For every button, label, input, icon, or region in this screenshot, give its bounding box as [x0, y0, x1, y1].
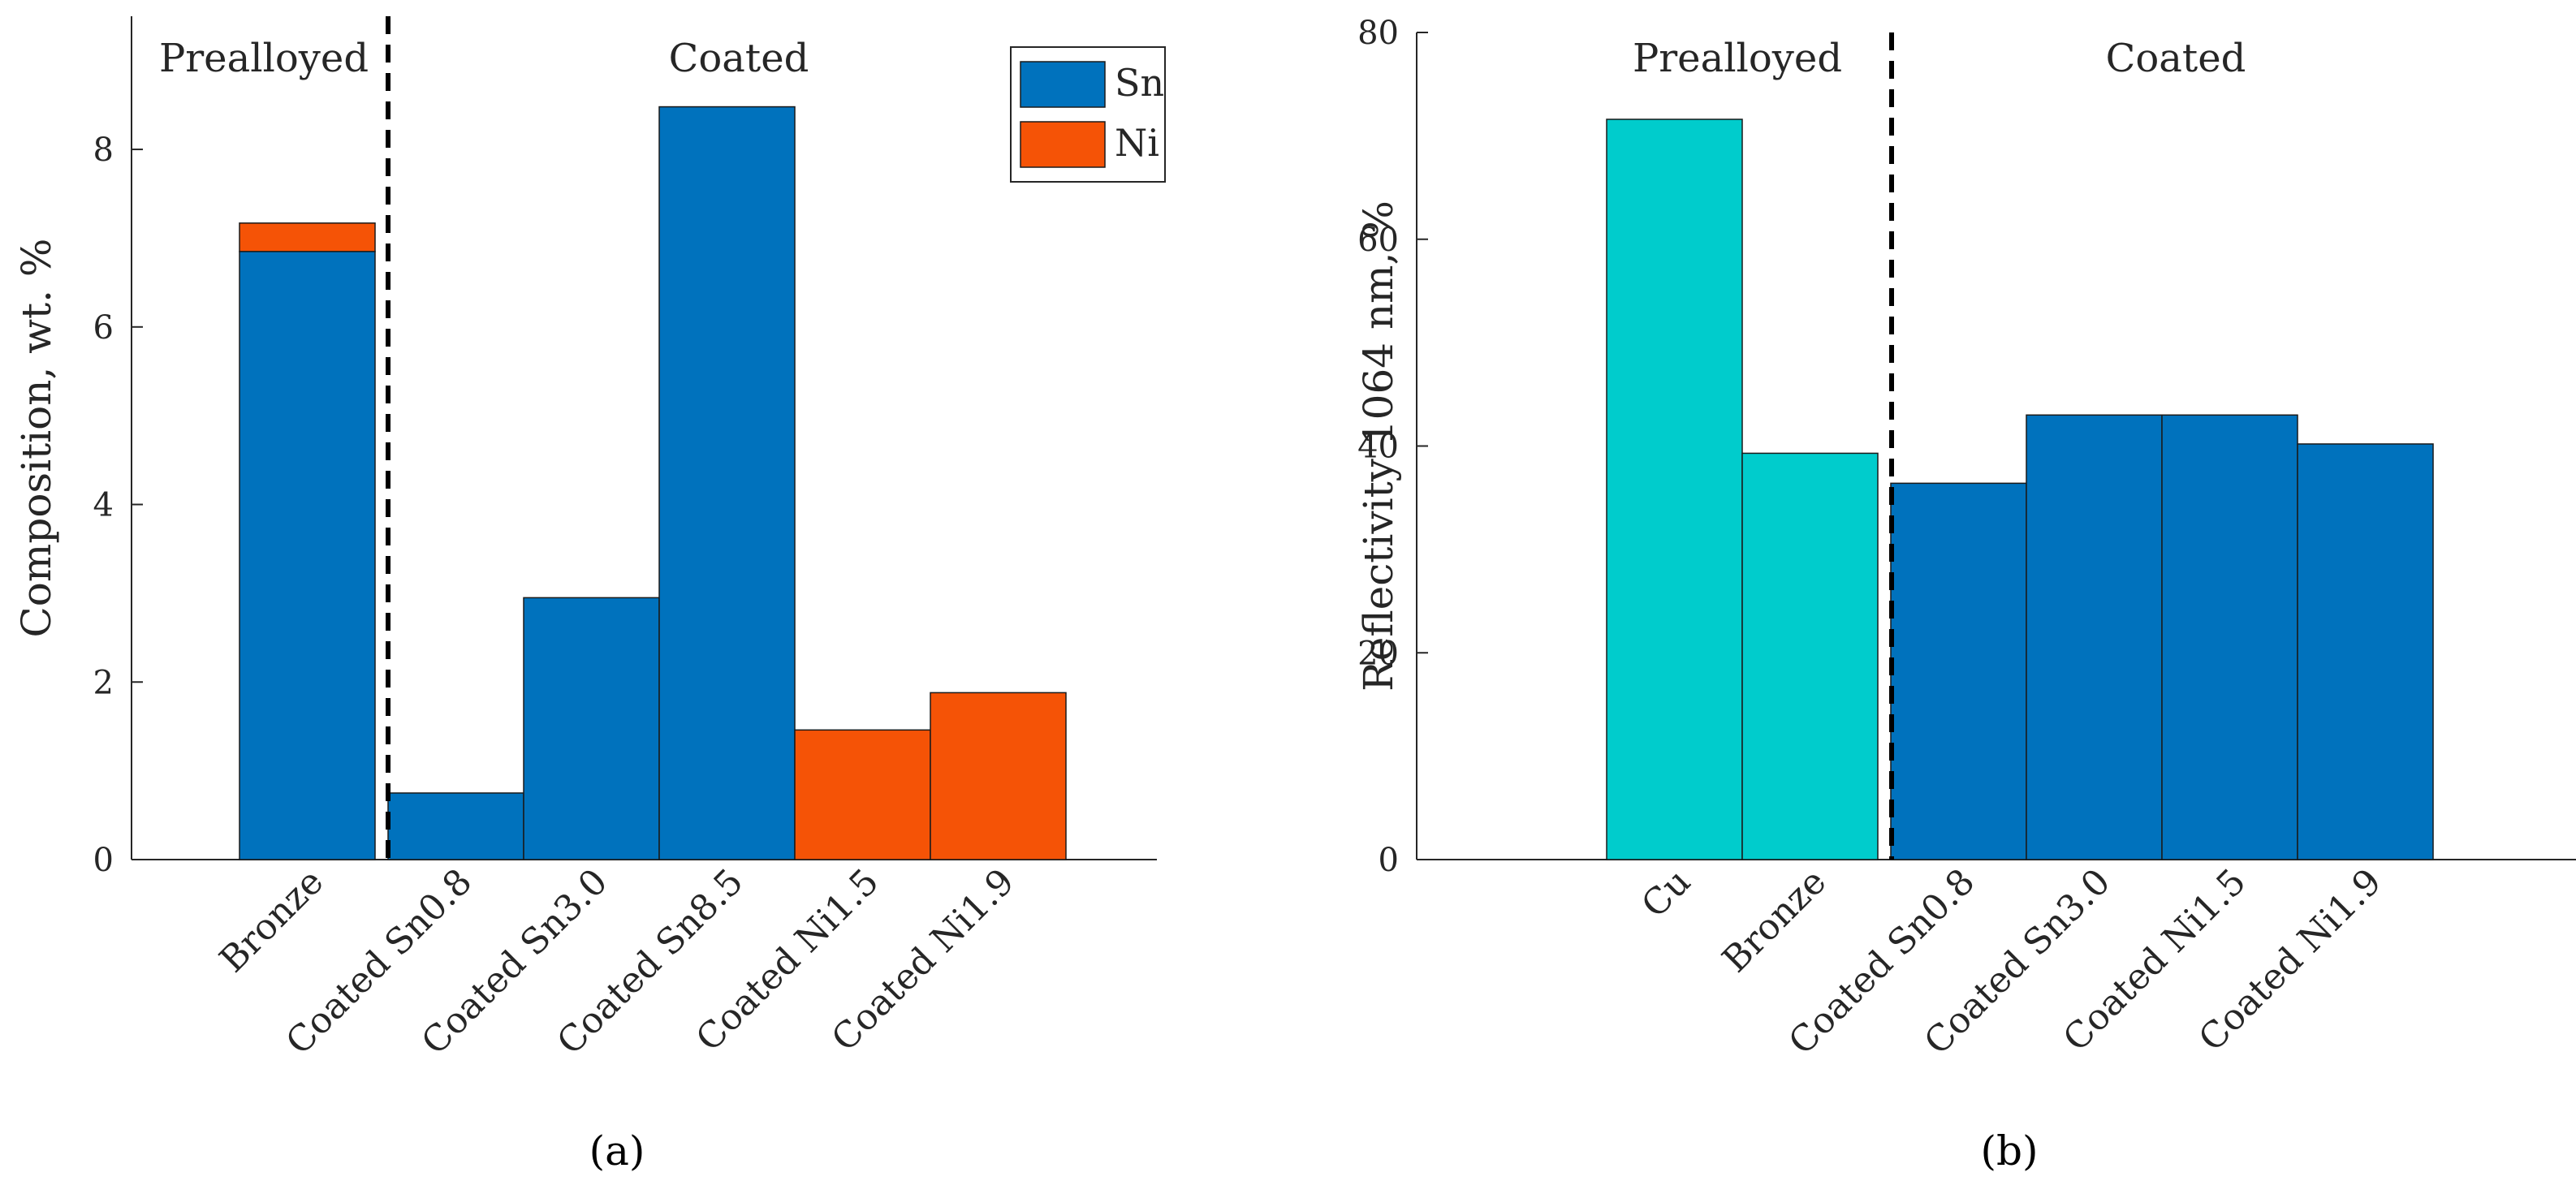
- region-label: Coated: [2106, 36, 2246, 81]
- y-tick-label: 4: [93, 487, 114, 524]
- y-tick-label: 0: [1379, 842, 1399, 879]
- panel-a-composition-chart: 0 2 4 6 8 Composition, wt. % Prealloyed Coated B…: [13, 16, 1166, 1175]
- bar-cu: [1606, 119, 1743, 860]
- panel-caption: (a): [589, 1127, 645, 1175]
- legend-label-sn: Sn: [1115, 61, 1164, 105]
- legend: Sn Ni: [1010, 46, 1166, 183]
- y-tick-label: 20: [1357, 635, 1399, 672]
- y-tick-label: 0: [93, 842, 114, 879]
- y-tick-label: 80: [1357, 15, 1399, 52]
- x-tick-label: Bronze: [212, 861, 331, 981]
- y-tick-label: 6: [93, 309, 114, 347]
- bar-sn-coated-sn0-8: [387, 792, 524, 860]
- y-tick-label: 2: [93, 664, 114, 701]
- bar-coated-sn3-0: [2026, 414, 2163, 860]
- bar-sn-coated-sn8-5: [658, 106, 796, 860]
- y-axis-label: Reflectivity 1064 nm, %: [1355, 200, 1402, 692]
- bar-coated-sn0-8: [1890, 482, 2027, 860]
- y-axis-label: Composition, wt. %: [13, 239, 60, 638]
- region-label: Prealloyed: [159, 36, 369, 81]
- bar-ni-coated-ni1-5: [794, 729, 931, 860]
- x-tick-label: Cu: [1633, 861, 1698, 926]
- panel-b-reflectivity-chart: 0 20 40 60 80 Reflectivity 1064 nm, % Prealloy…: [1355, 15, 2576, 1175]
- y-tick-label: 60: [1357, 222, 1399, 259]
- bar-ni-bronze: [239, 222, 376, 252]
- y-tick-label: 40: [1357, 429, 1399, 466]
- bar-coated-ni1-5: [2161, 414, 2298, 860]
- bar-ni-coated-ni1-9: [930, 692, 1067, 860]
- bar-coated-ni1-9: [2297, 443, 2434, 860]
- y-tick-label: 8: [93, 131, 114, 169]
- bar-bronze: [1741, 452, 1879, 860]
- bar-sn-coated-sn3-0: [523, 597, 660, 860]
- panel-caption: (b): [1980, 1127, 2038, 1175]
- x-tick-label: Bronze: [1715, 861, 1834, 981]
- legend-label-ni: Ni: [1115, 121, 1159, 165]
- legend-swatch-ni: [1020, 121, 1106, 168]
- legend-swatch-sn: [1020, 61, 1106, 108]
- region-label: Coated: [669, 36, 809, 81]
- region-label: Prealloyed: [1633, 36, 1842, 81]
- bar-sn-bronze: [239, 251, 376, 860]
